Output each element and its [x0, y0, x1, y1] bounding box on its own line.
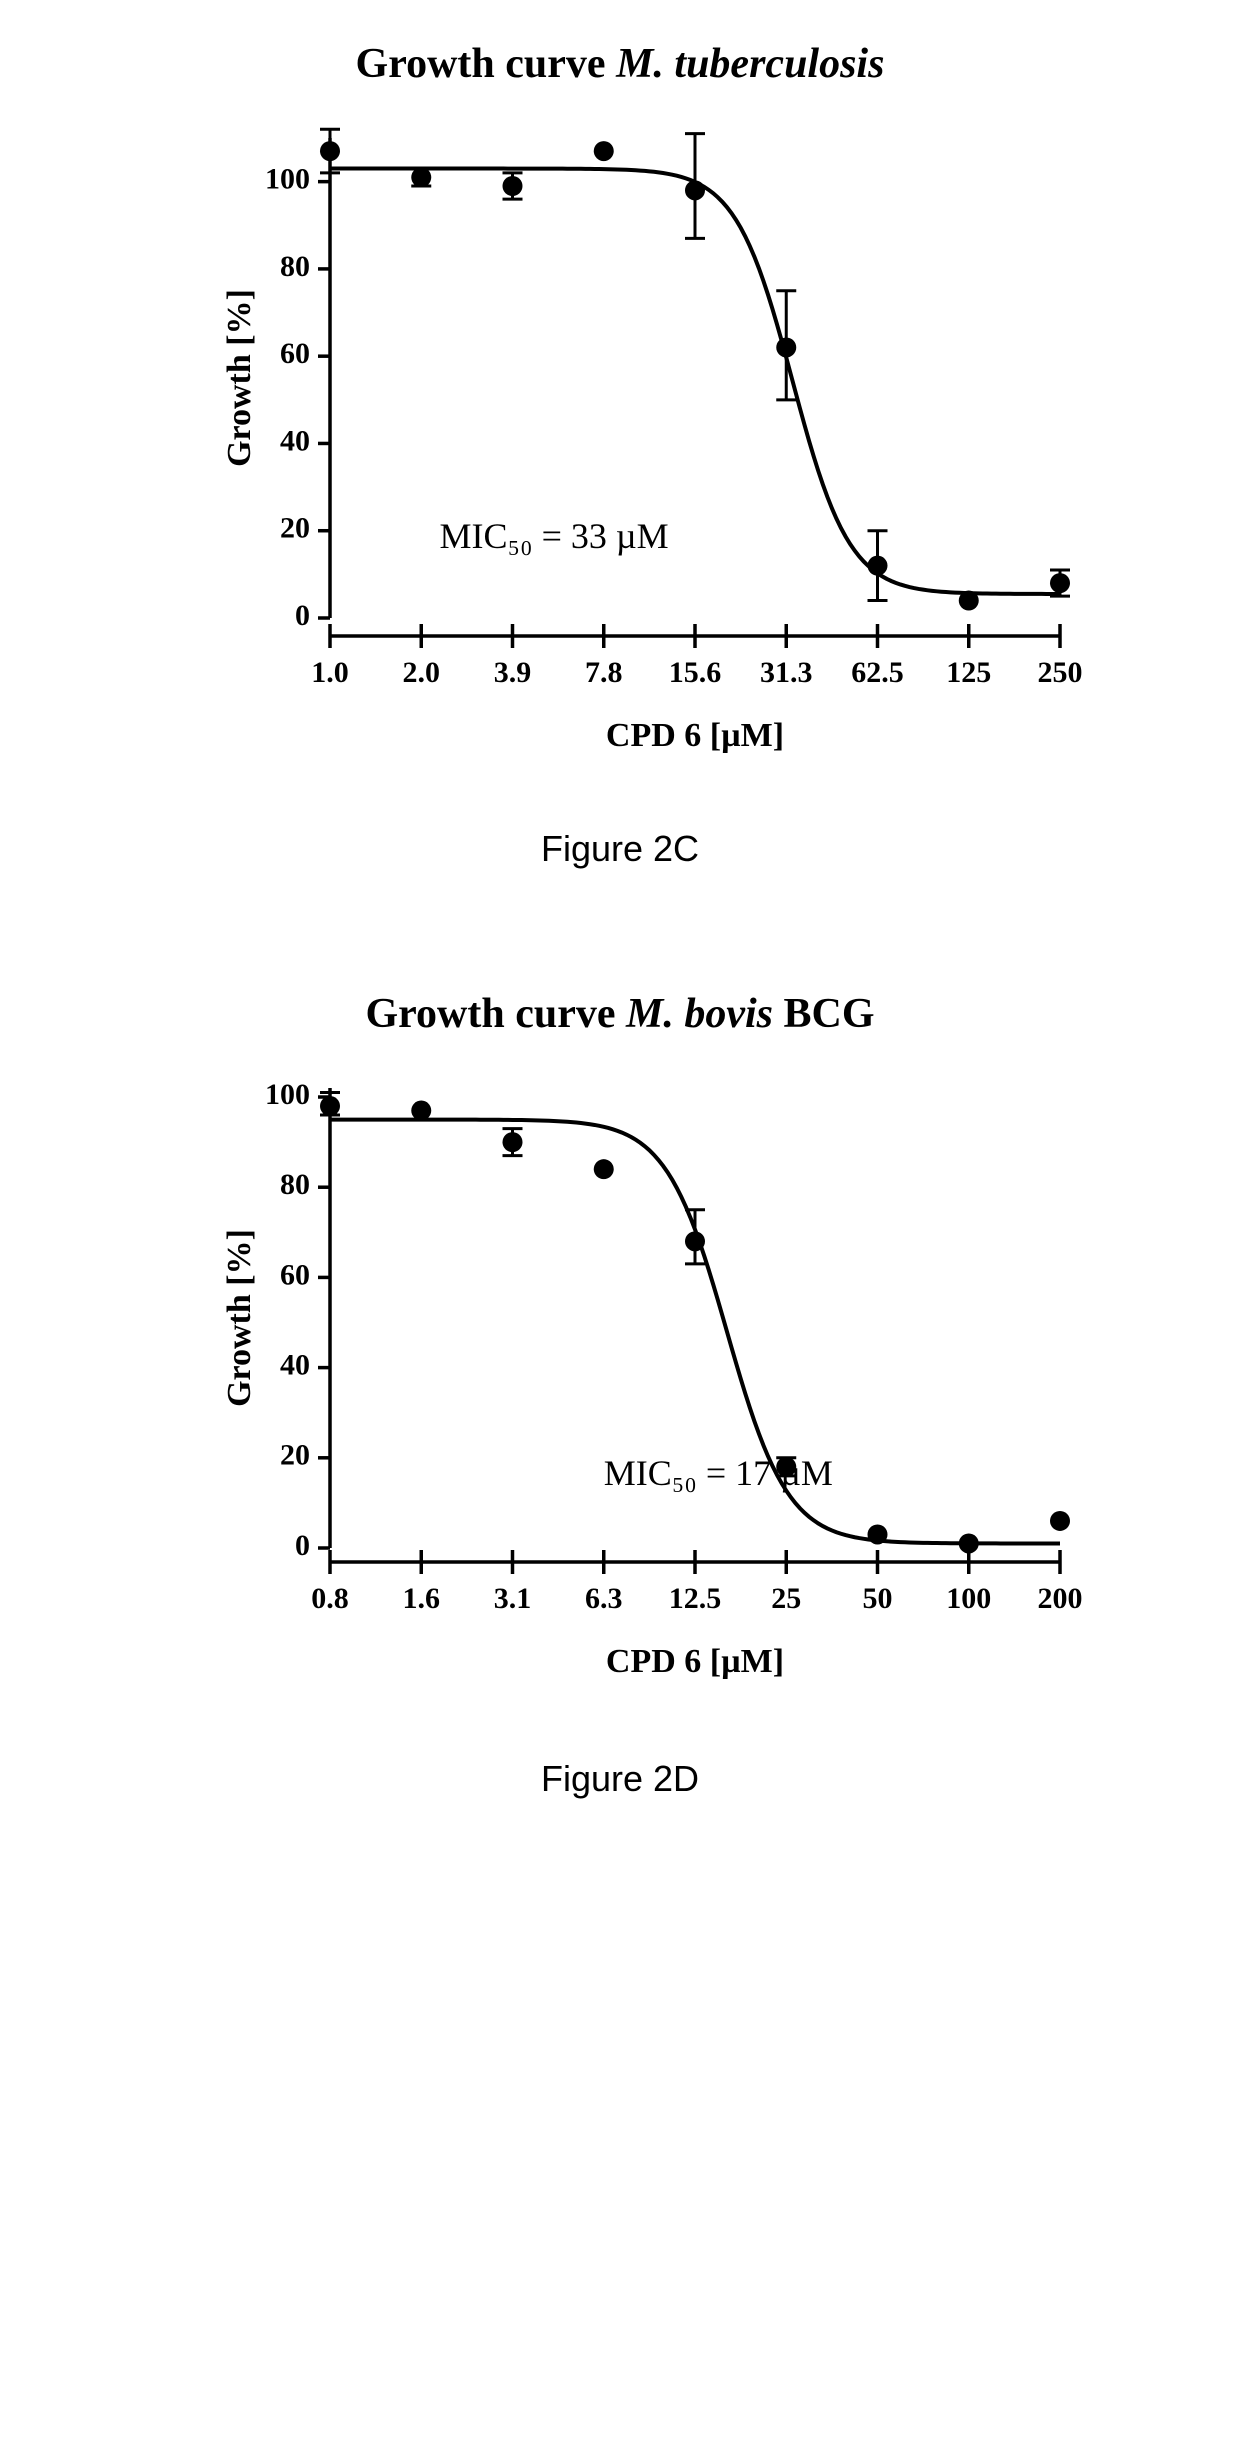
svg-text:250: 250 [1038, 656, 1083, 689]
svg-text:1.0: 1.0 [311, 656, 349, 689]
title-prefix: Growth curve [365, 991, 626, 1037]
figure-caption: Figure 2D [541, 1758, 699, 1800]
mic50-annotation: MIC₅₀ = 17 µM [604, 1453, 833, 1493]
svg-text:12.5: 12.5 [669, 1582, 722, 1615]
svg-text:0: 0 [295, 1529, 310, 1562]
title-suffix: BCG [773, 991, 875, 1037]
svg-text:125: 125 [946, 656, 991, 689]
svg-text:7.8: 7.8 [585, 656, 623, 689]
svg-text:15.6: 15.6 [669, 656, 722, 689]
svg-text:60: 60 [280, 337, 310, 370]
fig2c-block: Growth curve M. tuberculosis 0 20 40 60 80 10… [20, 40, 1220, 870]
chart-svg: 020406080100 0.81.63.16.312.52550100200 … [210, 1068, 1090, 1688]
svg-text:80: 80 [280, 1168, 310, 1201]
x-axis-label: CPD 6 [µM] [606, 1643, 784, 1680]
x-axis-label: CPD 6 [µM] [606, 717, 784, 754]
svg-text:100: 100 [265, 1078, 310, 1111]
data-points [320, 129, 1070, 610]
svg-text:60: 60 [280, 1258, 310, 1291]
svg-text:40: 40 [280, 1348, 310, 1381]
chart-frame: 020406080100 0.81.63.16.312.52550100200 … [210, 1068, 1090, 1688]
title-species: M. tuberculosis [616, 41, 884, 87]
y-axis-label: Growth [%] [221, 289, 258, 467]
svg-text:1.6: 1.6 [403, 1582, 441, 1615]
svg-text:0: 0 [295, 599, 310, 632]
svg-text:31.3: 31.3 [760, 656, 813, 689]
svg-text:80: 80 [280, 250, 310, 283]
svg-text:20: 20 [280, 512, 310, 545]
svg-text:2.0: 2.0 [403, 656, 441, 689]
chart-svg: 0 20 40 60 80 100 1.0 2.0 3.9 7.8 15.6 31.3 62.5 125… [210, 118, 1090, 758]
svg-text:6.3: 6.3 [585, 1582, 623, 1615]
chart-frame: 0 20 40 60 80 100 1.0 2.0 3.9 7.8 15.6 31.3 62.5 125… [210, 118, 1090, 758]
svg-text:40: 40 [280, 424, 310, 457]
svg-text:3.1: 3.1 [494, 1582, 532, 1615]
svg-text:50: 50 [863, 1582, 893, 1615]
svg-text:62.5: 62.5 [851, 656, 904, 689]
svg-text:100: 100 [946, 1582, 991, 1615]
svg-text:20: 20 [280, 1439, 310, 1472]
mic50-annotation: MIC₅₀ = 33 µM [440, 516, 669, 556]
fig2d-block: Growth curve M. bovis BCG 0 20 40 60 80 100 0… [20, 990, 1220, 1800]
y-axis-label: Growth [%] [221, 1229, 258, 1407]
svg-text:200: 200 [1038, 1582, 1083, 1615]
title-prefix: Growth curve [356, 41, 617, 87]
chart-title: Growth curve M. bovis BCG [365, 990, 874, 1038]
svg-text:0.8: 0.8 [311, 1582, 349, 1615]
chart-title: Growth curve M. tuberculosis [356, 40, 885, 88]
figure-caption: Figure 2C [541, 828, 699, 870]
title-species: M. bovis [626, 991, 773, 1037]
svg-text:3.9: 3.9 [494, 656, 532, 689]
svg-text:25: 25 [771, 1582, 801, 1615]
svg-text:100: 100 [265, 163, 310, 196]
